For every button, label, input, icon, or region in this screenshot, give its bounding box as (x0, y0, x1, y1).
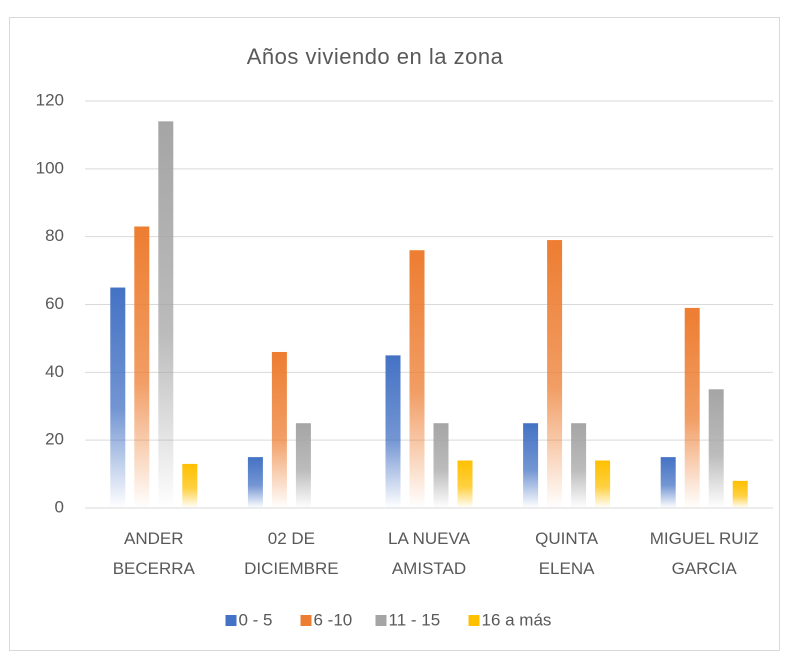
x-tick-label: ANDER BECERRA (113, 529, 196, 578)
legend-label: 6 -10 (314, 610, 353, 629)
legend-swatch (375, 615, 387, 626)
x-tick-label: QUINTA ELENA (535, 529, 599, 578)
bar (547, 240, 563, 508)
bar (732, 480, 748, 508)
bar (409, 250, 425, 508)
legend-swatch (300, 615, 312, 626)
bar (684, 307, 700, 508)
y-tick-label: 80 (45, 226, 64, 245)
bar (271, 351, 287, 508)
legend-swatch (468, 615, 480, 626)
bar (295, 423, 311, 508)
bar (247, 457, 263, 508)
x-tick-label: MIGUEL RUIZ GARCIA (650, 529, 759, 578)
y-tick-label: 0 (55, 497, 64, 516)
bar (158, 121, 174, 508)
y-tick-label: 100 (36, 158, 64, 177)
x-tick-label: LA NUEVA AMISTAD (388, 529, 471, 578)
bar (595, 460, 611, 508)
chart-title: Años viviendo en la zona (247, 44, 504, 69)
y-tick-label: 20 (45, 430, 64, 449)
y-tick-label: 120 (36, 90, 64, 109)
bar (110, 287, 126, 508)
y-tick-label: 40 (45, 362, 64, 381)
bar (523, 423, 539, 508)
legend-label: 0 - 5 (239, 610, 273, 629)
x-tick-label: 02 DE DICIEMBRE (244, 529, 338, 578)
legend-label: 16 a más (482, 610, 552, 629)
legend-swatch (225, 615, 237, 626)
bar (385, 355, 401, 508)
bar (182, 463, 198, 508)
bar (433, 423, 449, 508)
bar (571, 423, 587, 508)
bar (457, 460, 473, 508)
bar (708, 389, 724, 508)
y-tick-label: 60 (45, 294, 64, 313)
bar (660, 457, 676, 508)
legend-label: 11 - 15 (389, 610, 441, 629)
bar (134, 226, 150, 508)
